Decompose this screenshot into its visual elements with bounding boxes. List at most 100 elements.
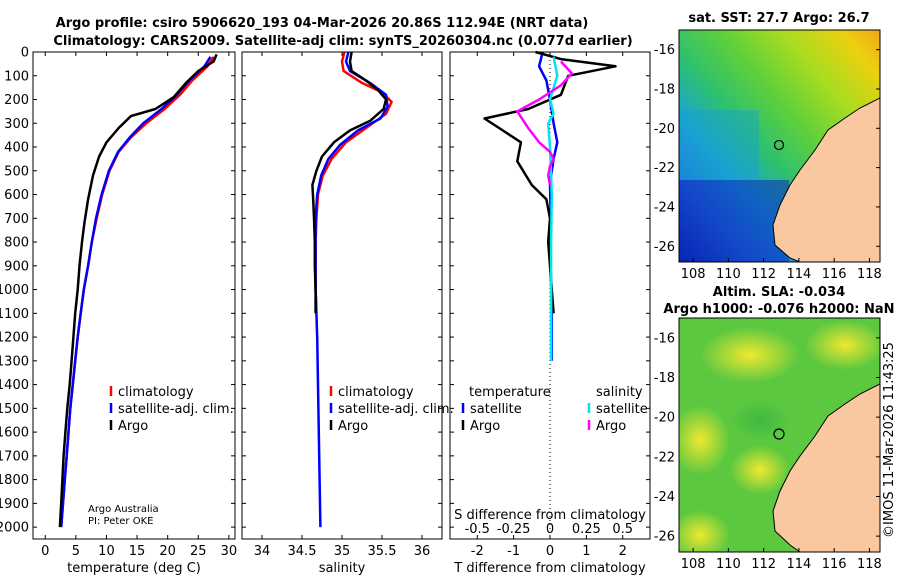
- sal-legend-climatology: climatology: [338, 385, 414, 400]
- salinity-legend: climatology satellite-adj. clim. Argo: [329, 385, 454, 434]
- x-tick-label: 20: [159, 544, 176, 559]
- t-difference-xlabel: T difference from climatology: [453, 561, 646, 576]
- y-tick-label: 300: [4, 117, 29, 132]
- sst-map: sat. SST: 27.7 Argo: 26.7: [654, 11, 882, 282]
- y-tick-label: 400: [4, 141, 29, 156]
- map-x-tick-label: 118: [857, 557, 882, 572]
- map-y-tick-label: -22: [654, 161, 675, 176]
- map-x-tick-label: 118: [857, 267, 882, 282]
- y-tick-label: 1500: [0, 402, 29, 417]
- legend-argo: Argo: [118, 419, 148, 434]
- imos-watermark: ©IMOS 11-Mar-2026 11:43:25: [882, 342, 897, 538]
- x-tick-label: -1: [507, 544, 520, 559]
- y-tick-label: 2000: [0, 521, 29, 536]
- sla-map: Altim. SLA: -0.034 Argo h1000: -0.076 h2…: [654, 285, 895, 572]
- legend-salinity-head: salinity: [596, 385, 643, 400]
- map-x-tick-label: 108: [681, 267, 706, 282]
- temperature-xlabel: temperature (deg C): [67, 561, 201, 576]
- x-tick-label: 34.5: [288, 544, 317, 559]
- series-temperature-argo: [483, 50, 617, 314]
- sal-legend-satellite-adj: satellite-adj. clim.: [338, 402, 454, 417]
- x-tick-label: 35: [334, 544, 351, 559]
- s-tick-label: -0.5: [465, 522, 490, 537]
- sla-map-title-2: Argo h1000: -0.076 h2000: NaN: [663, 302, 894, 317]
- legend-climatology: climatology: [118, 385, 194, 400]
- map-y-tick-label: -22: [654, 450, 675, 465]
- y-tick-label: 1900: [0, 497, 29, 512]
- y-tick-label: 500: [4, 164, 29, 179]
- title-line-1: Argo profile: csiro 5906620_193 04-Mar-2…: [56, 16, 589, 31]
- series-satellite-adj-clim-: [59, 56, 212, 528]
- x-tick-label: 10: [98, 544, 115, 559]
- legend-temperature-head: temperature: [469, 385, 551, 400]
- map-x-tick-label: 112: [751, 557, 776, 572]
- temperature-panel: 0100200300400500600700800900100011001200…: [0, 46, 237, 577]
- x-tick-label: 15: [129, 544, 146, 559]
- sst-map-title: sat. SST: 27.7 Argo: 26.7: [688, 11, 869, 26]
- x-tick-label: 34: [254, 544, 271, 559]
- s-difference-xlabel: S difference from climatology: [454, 508, 646, 523]
- map-x-tick-label: 116: [822, 557, 847, 572]
- sla-land: [772, 383, 880, 552]
- y-tick-label: 1800: [0, 473, 29, 488]
- x-tick-label: 0: [41, 544, 49, 559]
- x-tick-label: 25: [190, 544, 207, 559]
- legend-temp-argo: Argo: [470, 419, 500, 434]
- x-tick-label: 30: [221, 544, 238, 559]
- map-x-tick-label: 116: [822, 267, 847, 282]
- y-tick-label: 200: [4, 93, 29, 108]
- s-tick-label: -0.25: [497, 522, 531, 537]
- y-tick-label: 800: [4, 236, 29, 251]
- y-tick-label: 1300: [0, 354, 29, 369]
- y-tick-label: 100: [4, 69, 29, 84]
- y-tick-label: 1400: [0, 378, 29, 393]
- map-x-tick-label: 110: [716, 557, 741, 572]
- map-y-tick-label: -20: [654, 122, 675, 137]
- legend-sal-satellite: satellite: [596, 402, 648, 417]
- sst-argo-location: [773, 139, 785, 151]
- s-tick-label: 0: [546, 522, 554, 537]
- credit-line-1: Argo Australia: [88, 504, 159, 515]
- map-x-tick-label: 114: [786, 557, 811, 572]
- title-line-2: Climatology: CARS2009. Satellite-adj cli…: [53, 34, 632, 49]
- series-salinity-argo: [516, 60, 574, 186]
- s-tick-label: 0.25: [572, 522, 601, 537]
- legend-satellite-adj: satellite-adj. clim.: [118, 402, 234, 417]
- map-x-tick-label: 114: [786, 267, 811, 282]
- map-y-tick-label: -16: [654, 43, 675, 58]
- map-x-tick-label: 112: [751, 267, 776, 282]
- sla-map-title-1: Altim. SLA: -0.034: [713, 285, 845, 300]
- salinity-xlabel: salinity: [319, 561, 366, 576]
- map-y-tick-label: -18: [654, 82, 675, 97]
- y-tick-label: 1100: [0, 307, 29, 322]
- salinity-panel: 34 34.5 35 35.5 36 salinity climatology sate…: [241, 51, 454, 576]
- x-tick-label: 36: [414, 544, 431, 559]
- profile-legend: climatology satellite-adj. clim. Argo: [109, 385, 234, 434]
- y-tick-label: 1700: [0, 449, 29, 464]
- y-tick-label: 1600: [0, 426, 29, 441]
- x-tick-label: 0: [546, 544, 554, 559]
- map-x-tick-label: 110: [716, 267, 741, 282]
- y-tick-label: 700: [4, 212, 29, 227]
- x-tick-label: 2: [619, 544, 627, 559]
- map-y-tick-label: -26: [654, 240, 675, 255]
- difference-legend: temperature salinity satellite Argo sate…: [461, 385, 648, 434]
- series-argo: [58, 53, 218, 528]
- difference-panel: -2 -1 0 1 2 -0.5 -0.25 0 0.25 0.5 T difference fr…: [449, 50, 651, 576]
- map-y-tick-label: -26: [654, 530, 675, 545]
- map-y-tick-label: -24: [654, 200, 675, 215]
- map-y-tick-label: -20: [654, 411, 675, 426]
- map-y-tick-label: -16: [654, 331, 675, 346]
- y-tick-label: 600: [4, 188, 29, 203]
- x-tick-label: -2: [471, 544, 484, 559]
- series-argo: [311, 51, 388, 314]
- legend-sal-argo: Argo: [596, 419, 626, 434]
- s-tick-label: 0.5: [612, 522, 633, 537]
- map-y-tick-label: -18: [654, 371, 675, 386]
- y-tick-label: 1200: [0, 331, 29, 346]
- y-tick-label: 1000: [0, 283, 29, 298]
- x-tick-label: 1: [582, 544, 590, 559]
- sla-argo-location: [773, 428, 785, 440]
- y-tick-label: 0: [21, 46, 29, 61]
